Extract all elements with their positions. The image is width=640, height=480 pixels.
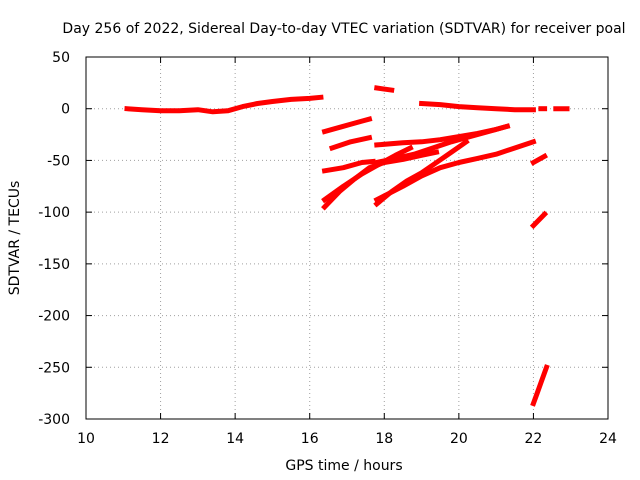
series-line	[373, 123, 511, 166]
series-line	[321, 116, 373, 135]
series-line	[373, 85, 395, 93]
y-tick-label: -200	[38, 309, 70, 325]
series-line	[321, 158, 376, 174]
y-tick-label: -250	[38, 360, 70, 376]
series-line	[124, 94, 324, 115]
data-series	[124, 85, 570, 407]
x-tick-label: 22	[525, 431, 543, 447]
x-tick-label: 12	[152, 431, 170, 447]
y-tick-label: -50	[47, 153, 70, 169]
y-tick-label: 50	[52, 50, 70, 66]
series-line	[328, 134, 373, 152]
plot-frame	[85, 56, 609, 420]
grid	[86, 57, 608, 419]
series-line	[418, 100, 536, 113]
x-tick-label: 18	[375, 431, 393, 447]
x-axis-label: GPS time / hours	[285, 458, 402, 474]
series-line	[530, 364, 550, 407]
y-axis-label: SDTVAR / TECUs	[7, 181, 23, 296]
x-tick-label: 10	[77, 431, 95, 447]
axis-ticks	[85, 56, 609, 420]
x-tick-label: 14	[226, 431, 244, 447]
series-line	[373, 138, 537, 204]
series-line	[529, 210, 549, 230]
y-tick-label: -150	[38, 257, 70, 273]
series-line	[530, 152, 548, 166]
tick-labels: 10 12 14 16 18 20 22 24 50 0 -50 -100 -150 -200 -250 -3…	[38, 50, 617, 447]
series-line	[374, 123, 511, 148]
chart-title: Day 256 of 2022, Sidereal Day-to-day VTE…	[62, 21, 625, 37]
y-tick-label: 0	[61, 102, 70, 118]
y-tick-label: -100	[38, 205, 70, 221]
series-line	[321, 144, 414, 204]
y-tick-label: -300	[38, 412, 70, 428]
x-tick-label: 24	[599, 431, 617, 447]
x-tick-label: 16	[301, 431, 319, 447]
x-tick-label: 20	[450, 431, 468, 447]
